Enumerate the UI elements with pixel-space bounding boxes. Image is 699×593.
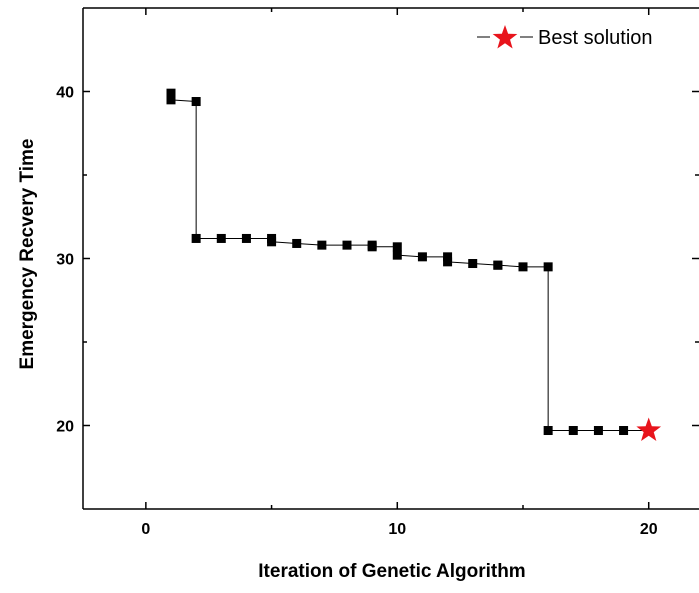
data-point — [317, 240, 327, 250]
data-point — [191, 97, 201, 107]
data-point — [191, 233, 201, 243]
data-point — [342, 240, 352, 250]
data-point — [166, 95, 176, 105]
data-point — [468, 259, 478, 269]
data-point — [292, 238, 302, 248]
data-point — [392, 250, 402, 260]
series-lines — [170, 93, 649, 432]
x-tick-label: 0 — [141, 521, 150, 538]
x-tick-label: 20 — [640, 521, 658, 538]
data-point — [619, 426, 629, 436]
data-points — [166, 88, 662, 442]
best-solution-star — [636, 417, 662, 442]
data-point — [267, 237, 277, 247]
x-tick-label: 10 — [388, 521, 406, 538]
data-point — [543, 262, 553, 272]
data-point — [443, 252, 453, 262]
data-point — [367, 242, 377, 252]
data-point — [593, 426, 603, 436]
y-tick-label: 40 — [56, 85, 74, 102]
legend: Best solution — [477, 25, 653, 49]
x-axis-title: Iteration of Genetic Algorithm — [258, 561, 525, 582]
y-axis-title: Emergency Recvery Time — [17, 139, 38, 370]
data-point — [518, 262, 528, 272]
data-point — [417, 252, 427, 262]
data-point — [543, 426, 553, 436]
legend-star-icon — [492, 25, 518, 49]
y-tick-label: 20 — [56, 419, 74, 436]
tick-labels: 0 10 20 20 30 40 — [56, 85, 658, 539]
data-point — [443, 257, 453, 267]
y-tick-label: 30 — [56, 252, 74, 269]
axis-ticks — [83, 8, 699, 509]
data-point — [392, 242, 402, 252]
data-point — [493, 260, 503, 270]
plot-frame — [82, 7, 699, 510]
data-point — [241, 233, 251, 243]
data-point — [216, 233, 226, 243]
data-point — [568, 426, 578, 436]
legend-label: Best solution — [538, 27, 653, 49]
